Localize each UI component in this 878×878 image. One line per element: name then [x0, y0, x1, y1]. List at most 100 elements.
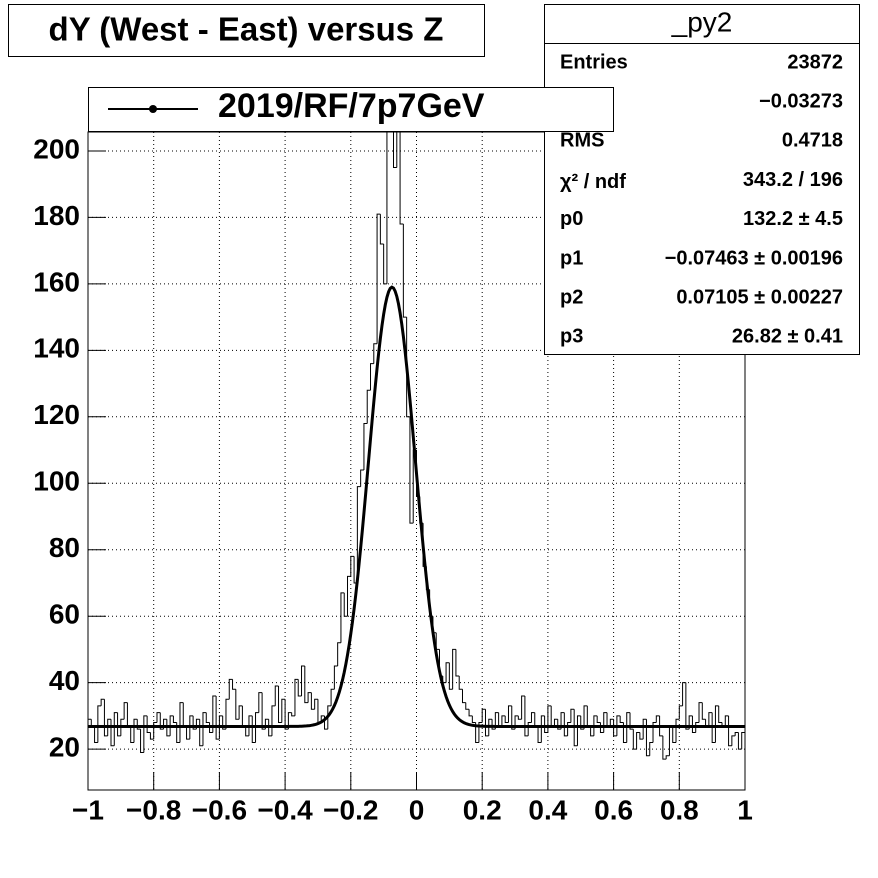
histogram-bin [583, 705, 588, 730]
histogram-bin [596, 715, 601, 724]
histogram-bin [619, 715, 624, 724]
histogram-bin [708, 712, 713, 726]
legend-label: 2019/RF/7p7GeV [218, 87, 485, 125]
stats-label: RMS [560, 130, 604, 152]
histogram-bin [724, 715, 729, 726]
fit-curve [88, 285, 745, 728]
histogram-bin [176, 722, 180, 743]
histogram-bin [261, 692, 266, 730]
histogram-bin [494, 712, 499, 730]
stats-label: p2 [560, 286, 583, 308]
histogram-bin [659, 715, 663, 737]
histogram-bin [672, 725, 677, 743]
histogram-bin [396, 132, 398, 168]
histogram-bin [590, 725, 594, 737]
histogram-bin [691, 715, 696, 734]
histogram-bin [140, 729, 144, 753]
stats-title: _py2 [671, 6, 733, 37]
y-tick-label: 60 [49, 599, 80, 630]
legend: 2019/RF/7p7GeV [88, 87, 614, 132]
histogram-bin [511, 705, 516, 730]
histogram-bin [642, 718, 647, 740]
stats-label: Entries [560, 51, 628, 73]
x-tick-label: 0.2 [463, 794, 502, 825]
stats-value: −0.07463 ± 0.00196 [665, 247, 843, 269]
stats-label: p1 [560, 247, 583, 269]
histogram-bin [475, 722, 479, 743]
histogram-bin [461, 689, 466, 704]
stats-label: p3 [560, 326, 583, 348]
histogram-bin [143, 715, 148, 753]
histogram-bin [629, 712, 634, 730]
histogram-bin [649, 741, 654, 756]
histogram-bin [284, 699, 289, 730]
stats-value: 23872 [787, 51, 843, 73]
histogram-bin [636, 732, 640, 750]
histogram-bin [547, 705, 552, 733]
histogram-bin [718, 705, 723, 724]
histogram-bin [698, 702, 703, 723]
histogram-bin [248, 715, 253, 736]
histogram-bin [711, 712, 716, 743]
histogram-bin [356, 486, 361, 583]
histogram-bin [521, 695, 525, 720]
histogram-bin [560, 712, 565, 730]
histogram-bin [576, 715, 581, 746]
histogram-bin [465, 702, 470, 710]
histogram-bin [169, 715, 174, 736]
x-tick-label: 1 [737, 794, 753, 825]
histogram-bin [287, 712, 292, 730]
histogram-bin [113, 712, 118, 746]
histogram-bin [376, 213, 381, 344]
histogram-bin [333, 665, 338, 690]
histogram-bin [166, 719, 171, 737]
histogram-bin [685, 682, 690, 730]
histogram-bin [501, 715, 506, 726]
histogram-bin [701, 702, 706, 720]
histogram-bin [675, 718, 680, 743]
histogram-bin [688, 715, 693, 730]
histogram-bin [530, 712, 535, 723]
histogram-bin [337, 642, 341, 667]
histogram-bin [386, 132, 388, 284]
legend-marker [149, 105, 157, 113]
histogram-bin [609, 718, 614, 726]
histogram-bin [235, 689, 240, 720]
histogram-bin [678, 705, 683, 720]
histogram-bin [517, 715, 522, 720]
histogram-bin [255, 712, 259, 743]
histogram-bin [553, 718, 558, 726]
histogram-bin [304, 666, 309, 704]
histogram-bin [514, 715, 519, 730]
histogram-bin [340, 592, 345, 643]
histogram-bin [468, 709, 473, 717]
histogram-bin [714, 705, 719, 743]
histogram-bin [186, 725, 190, 740]
histogram-bin [228, 678, 233, 700]
x-tick-label: −1 [72, 794, 104, 825]
histogram-bin [238, 705, 243, 720]
histogram-bin [294, 678, 299, 716]
histogram-bin [146, 715, 151, 734]
x-tick-label: 0.4 [528, 794, 567, 825]
histogram-bin [123, 702, 128, 720]
y-tick-label: 180 [33, 200, 80, 231]
histogram-bin [192, 715, 197, 730]
histogram-bin [107, 718, 111, 736]
histogram-bin [110, 719, 115, 747]
chart-title: dY (West - East) versus Z [49, 11, 444, 48]
histogram-bin [274, 685, 279, 706]
stats-label: χ² / ndf [560, 171, 626, 193]
histogram-bin [452, 648, 456, 690]
histogram-bin [133, 718, 138, 743]
histogram-bin [616, 715, 621, 736]
histogram-bin [399, 132, 404, 225]
histogram-bin [544, 715, 548, 734]
stats-frame [544, 4, 860, 355]
y-tick-label: 200 [33, 133, 80, 164]
histogram-bin [370, 363, 374, 391]
histogram-bin [652, 722, 657, 743]
histogram-bin [731, 735, 736, 746]
x-tick-label: 0.8 [660, 794, 699, 825]
histogram-bin [379, 214, 384, 245]
